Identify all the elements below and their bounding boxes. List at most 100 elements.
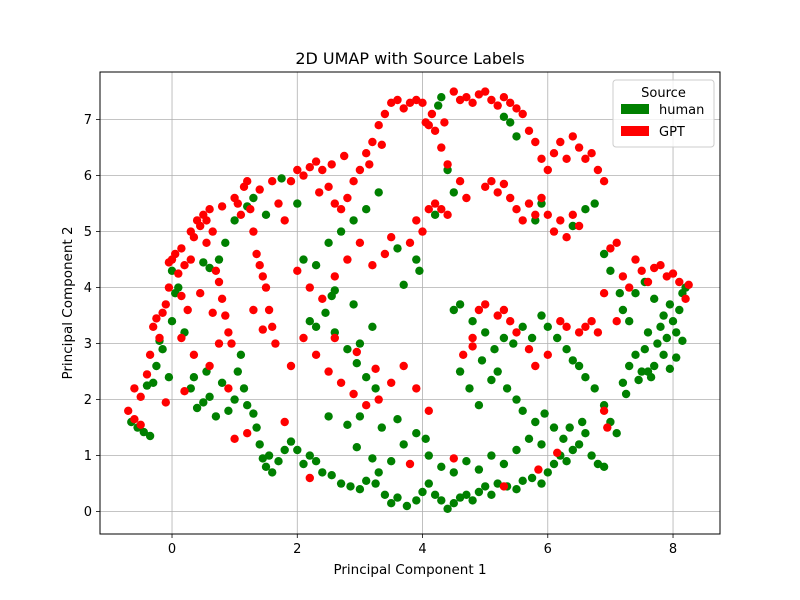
data-point-human: [474, 465, 484, 474]
data-point-gpt: [343, 193, 352, 203]
data-point-human: [205, 263, 214, 273]
data-point-human: [362, 476, 371, 485]
data-point-human: [293, 445, 302, 455]
data-point-gpt: [549, 227, 559, 236]
data-point-gpt: [202, 238, 211, 247]
data-point-gpt: [327, 160, 336, 169]
data-point-gpt: [214, 277, 224, 287]
data-point-gpt: [274, 199, 283, 208]
data-point-gpt: [217, 294, 227, 303]
data-point-gpt: [387, 233, 396, 242]
data-point-human: [393, 493, 402, 502]
data-point-gpt: [387, 378, 396, 387]
data-point-human: [318, 468, 327, 477]
data-point-human: [299, 255, 308, 264]
data-point-gpt: [145, 350, 155, 359]
data-point-gpt: [462, 193, 471, 203]
data-point-gpt: [374, 395, 383, 404]
data-point-human: [336, 227, 346, 236]
data-point-gpt: [581, 154, 590, 163]
y-tick-label: 0: [84, 505, 92, 520]
data-point-gpt: [305, 283, 314, 292]
data-point-human: [387, 499, 396, 508]
legend-swatch-human: [621, 104, 649, 114]
data-point-human: [139, 427, 148, 437]
data-point-gpt: [462, 93, 471, 102]
data-point-gpt: [161, 398, 170, 407]
data-point-human: [481, 482, 490, 491]
data-point-human: [268, 468, 277, 477]
data-point-gpt: [330, 333, 339, 343]
data-point-gpt: [208, 227, 217, 236]
data-point-human: [261, 462, 271, 471]
data-point-human: [349, 216, 358, 225]
data-point-human: [481, 328, 490, 337]
data-point-human: [418, 487, 427, 497]
data-point-human: [174, 283, 183, 292]
data-point-gpt: [136, 420, 145, 429]
data-point-human: [199, 398, 208, 407]
data-point-gpt: [174, 269, 183, 278]
data-point-human: [380, 490, 390, 499]
y-tick-label: 1: [84, 449, 92, 464]
data-point-human: [374, 188, 383, 197]
data-point-gpt: [625, 283, 634, 292]
data-point-human: [371, 479, 380, 488]
y-tick-label: 4: [84, 281, 92, 296]
data-point-human: [264, 451, 274, 460]
data-point-gpt: [164, 283, 174, 292]
data-point-human: [502, 384, 512, 393]
data-point-human: [286, 437, 296, 446]
data-point-gpt: [499, 305, 509, 315]
data-point-gpt: [171, 249, 180, 259]
data-point-human: [277, 174, 286, 183]
data-point-human: [659, 350, 668, 359]
data-point-human: [252, 423, 261, 432]
data-point-human: [214, 255, 224, 264]
data-point-human: [399, 440, 408, 449]
data-point-human: [465, 384, 474, 393]
data-point-gpt: [305, 163, 314, 172]
data-point-gpt: [224, 384, 233, 393]
data-point-human: [355, 412, 365, 421]
data-point-human: [640, 345, 649, 354]
data-point-gpt: [437, 205, 446, 214]
data-point-human: [537, 440, 546, 449]
data-point-human: [512, 445, 521, 455]
data-point-gpt: [556, 137, 565, 147]
data-point-human: [656, 322, 665, 331]
data-point-gpt: [556, 216, 565, 225]
data-point-human: [650, 361, 659, 371]
data-point-gpt: [393, 95, 402, 105]
data-point-gpt: [684, 280, 693, 289]
data-point-gpt: [593, 328, 603, 337]
data-point-human: [261, 210, 271, 219]
data-point-human: [637, 367, 646, 376]
series-gpt: [124, 87, 693, 491]
data-point-human: [362, 205, 371, 214]
data-point-gpt: [562, 322, 571, 331]
data-point-gpt: [599, 289, 609, 298]
data-point-gpt: [518, 216, 527, 225]
data-point-gpt: [286, 177, 296, 186]
data-point-human: [402, 501, 412, 511]
data-point-gpt: [355, 165, 365, 175]
data-point-human: [224, 406, 233, 415]
data-point-gpt: [258, 272, 267, 281]
legend: Source human GPT: [612, 79, 715, 148]
data-point-gpt: [487, 177, 496, 186]
data-point-human: [493, 367, 502, 376]
data-point-human: [158, 345, 167, 354]
data-point-gpt: [164, 258, 174, 267]
data-point-gpt: [568, 132, 577, 141]
data-point-human: [437, 462, 446, 471]
data-point-gpt: [474, 305, 484, 315]
data-point-gpt: [493, 188, 502, 197]
data-point-human: [377, 423, 386, 432]
data-point-human: [415, 266, 424, 275]
data-point-human: [512, 485, 521, 494]
series-human: [127, 93, 690, 513]
data-point-gpt: [421, 118, 430, 127]
data-point-gpt: [330, 272, 339, 281]
data-point-gpt: [412, 216, 421, 225]
